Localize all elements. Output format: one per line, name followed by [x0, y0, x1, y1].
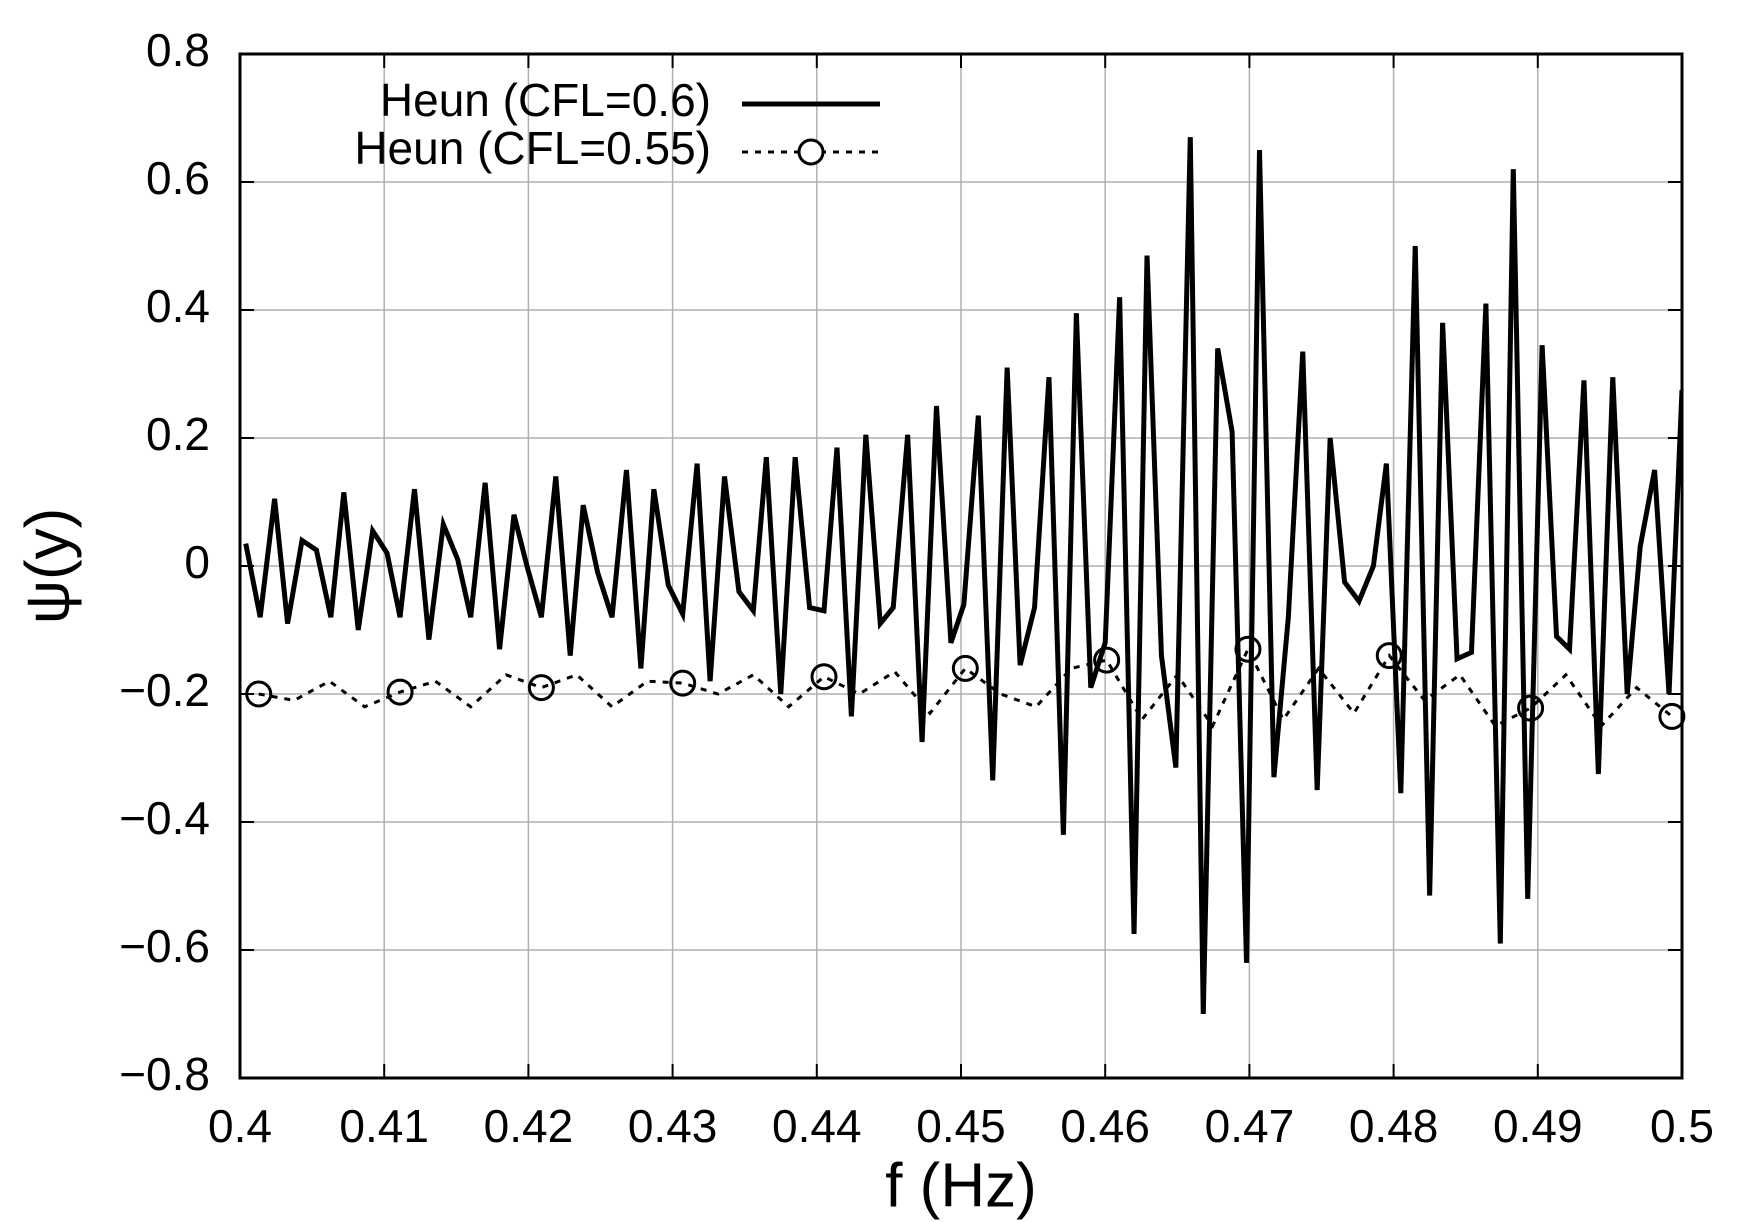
x-tick-label: 0.48 [1349, 1100, 1439, 1152]
x-tick-label: 0.4 [208, 1100, 272, 1152]
x-tick-label: 0.43 [628, 1100, 718, 1152]
plot-frame [238, 52, 1684, 1080]
y-tick-label: −0.6 [119, 920, 210, 972]
y-axis-label: ψ(y) [13, 508, 82, 625]
x-tick-label: 0.47 [1205, 1100, 1295, 1152]
marker [669, 669, 697, 697]
marker [386, 678, 414, 706]
series-line [258, 645, 1673, 730]
legend-label: Heun (CFL=0.6) [380, 74, 711, 126]
x-axis-label: f (Hz) [885, 1151, 1037, 1220]
marker [1093, 646, 1121, 674]
x-tick-label: 0.5 [1650, 1100, 1714, 1152]
marker [1375, 642, 1403, 670]
marker [1658, 702, 1686, 730]
y-tick-label: 0.4 [146, 280, 210, 332]
x-tick-label: 0.49 [1493, 1100, 1583, 1152]
marker [245, 680, 273, 708]
x-tick-label: 0.42 [484, 1100, 574, 1152]
y-tick-label: 0.2 [146, 408, 210, 460]
x-tick-label: 0.45 [916, 1100, 1006, 1152]
y-tick-label: −0.2 [119, 664, 210, 716]
series-line [243, 137, 1682, 1015]
y-tick-label: 0.8 [146, 24, 210, 76]
marker [527, 674, 555, 702]
marker [1517, 694, 1545, 722]
y-tick-label: 0.6 [146, 152, 210, 204]
legend-marker [797, 138, 825, 166]
x-tick-label: 0.41 [339, 1100, 429, 1152]
legend-label: Heun (CFL=0.55) [354, 122, 711, 174]
marker [810, 663, 838, 691]
y-tick-label: −0.4 [119, 792, 210, 844]
y-tick-label: −0.8 [119, 1048, 210, 1100]
marker [951, 654, 979, 682]
y-tick-label: 0 [184, 536, 210, 588]
x-tick-label: 0.46 [1060, 1100, 1150, 1152]
marker [1234, 635, 1262, 663]
x-tick-label: 0.44 [772, 1100, 862, 1152]
